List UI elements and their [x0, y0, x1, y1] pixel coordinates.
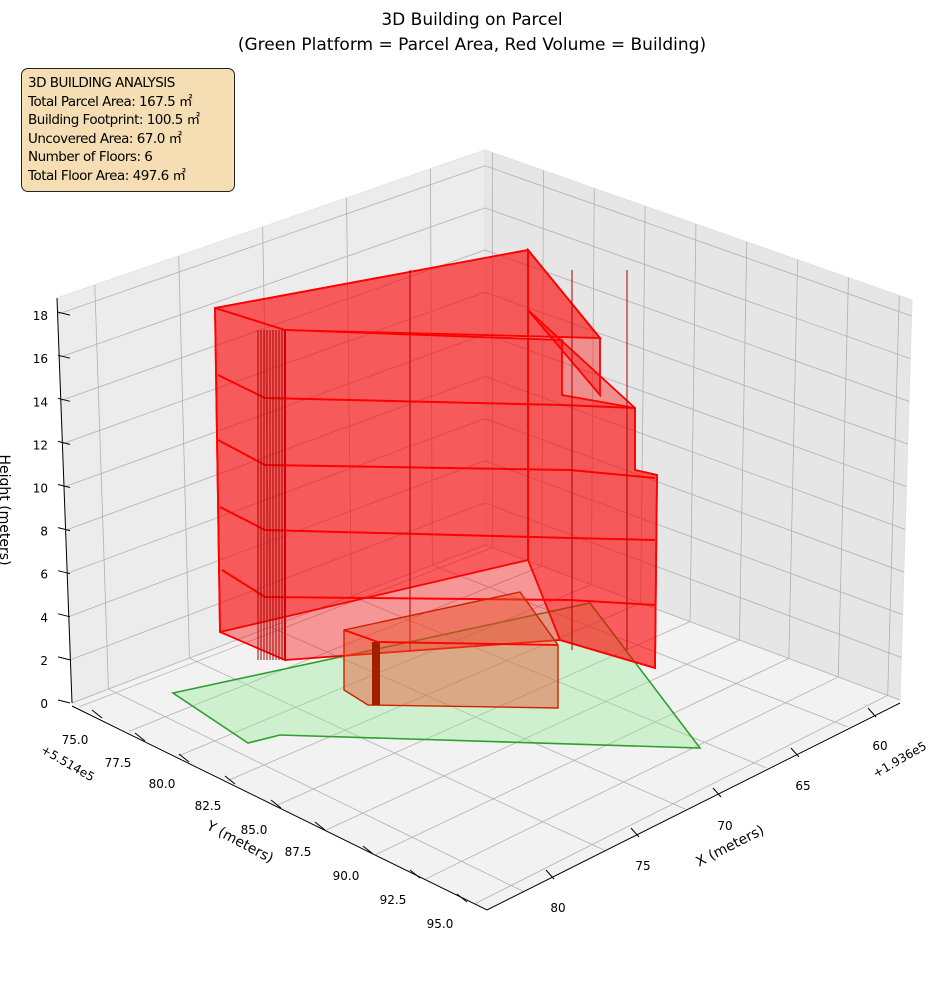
z-tick — [57, 354, 71, 359]
y-tick-label: 80.0 — [149, 777, 176, 791]
y-tick — [456, 893, 468, 903]
z-tick-label: 4 — [40, 611, 48, 625]
y-tick — [134, 732, 146, 742]
z-gridline — [65, 376, 906, 531]
z-tick-label: 6 — [40, 568, 48, 582]
z-axis-label: Height (meters) — [0, 454, 12, 565]
z-tick — [57, 527, 71, 532]
z-gridline — [71, 544, 901, 704]
z-tick-label: 2 — [40, 654, 48, 668]
info-line: Building Footprint: 100.5 ㎡ — [28, 112, 200, 129]
y-gridline — [178, 188, 595, 757]
parcel-platform — [170, 602, 702, 749]
y-tick — [91, 709, 103, 719]
x-tick-label: 75 — [635, 859, 650, 873]
building-face — [284, 329, 658, 670]
z-tick-label: 14 — [33, 395, 48, 409]
z-tick — [57, 440, 71, 445]
info-title: 3D BUILDING ANALYSIS — [28, 75, 175, 91]
info-line: Total Floor Area: 497.6 ㎡ — [28, 167, 186, 184]
info-line: Number of Floors: 6 — [28, 149, 153, 166]
x-tick-label: 80 — [550, 901, 565, 915]
z-tick — [57, 397, 71, 402]
y-gridline — [425, 277, 849, 880]
y-gridline — [375, 259, 799, 855]
y-tick-label: 92.5 — [380, 893, 407, 907]
z-gridline — [67, 418, 904, 574]
y-tick-label: 82.5 — [195, 799, 222, 813]
y-gridline — [227, 206, 646, 781]
z-gridline — [57, 165, 912, 317]
y-tick — [409, 869, 421, 879]
x-tick-label: 60 — [872, 739, 887, 753]
y-gridline — [474, 295, 900, 905]
info-line: Uncovered Area: 67.0 ㎡ — [28, 130, 182, 147]
y-tick-label: 77.5 — [105, 756, 132, 770]
x-tick — [630, 827, 640, 838]
x-tick — [867, 707, 877, 718]
z-gridline — [59, 207, 911, 360]
y-tick — [270, 799, 282, 809]
x-gridline — [346, 197, 767, 769]
analysis-info-box: 3D BUILDING ANALYSIS Total Parcel Area: … — [21, 68, 235, 192]
y-gridline — [276, 224, 697, 806]
y-tick — [362, 845, 374, 855]
z-tick-label: 12 — [33, 438, 48, 452]
y-tick-label: 90.0 — [333, 869, 360, 883]
y-gridline — [326, 241, 748, 831]
y-tick — [224, 775, 236, 785]
x-gridline — [430, 168, 848, 728]
floor-line — [221, 569, 656, 606]
x-gridline — [178, 255, 605, 851]
z-tick — [57, 570, 71, 575]
y-tick-label: 95.0 — [427, 917, 454, 931]
z-tick — [57, 656, 71, 661]
z-gridline — [68, 460, 903, 617]
z-tick — [57, 699, 71, 704]
x-gridline — [94, 284, 524, 892]
y-tick — [314, 821, 326, 831]
y-gridline — [128, 170, 544, 732]
y-gridline — [79, 152, 494, 708]
info-line: Total Parcel Area: 167.5 ㎡ — [28, 93, 193, 110]
x-tick — [790, 747, 800, 758]
y-tick-label: 75.0 — [62, 733, 89, 747]
z-gridline — [70, 502, 902, 661]
x-tick — [545, 869, 555, 880]
z-tick-label: 0 — [40, 697, 48, 711]
building-annex-edge — [372, 642, 380, 705]
z-tick — [57, 613, 71, 618]
z-gridline — [60, 249, 910, 402]
chart-subtitle: (Green Platform = Parcel Area, Red Volum… — [238, 35, 706, 55]
x-tick — [712, 787, 722, 798]
chart-title: 3D Building on Parcel — [381, 10, 562, 30]
y-tick-label: 85.0 — [241, 823, 268, 837]
y-tick — [178, 753, 190, 763]
z-axis-line — [56, 297, 73, 704]
z-tick — [57, 484, 71, 488]
z-tick-label: 10 — [33, 482, 48, 496]
z-gridline — [62, 291, 908, 445]
z-tick-label: 18 — [33, 309, 48, 323]
y-tick-label: 87.5 — [285, 845, 312, 859]
y-offset-label: +5.514e5 — [39, 742, 97, 784]
x-tick-label: 70 — [717, 819, 732, 833]
x-tick-label: 65 — [795, 779, 810, 793]
xy-axis-line — [71, 702, 901, 911]
z-tick-label: 16 — [33, 352, 48, 366]
z-tick — [57, 311, 71, 316]
floor-line — [217, 439, 656, 479]
z-tick-label: 8 — [40, 525, 48, 539]
building-face — [214, 249, 602, 339]
floor-line — [217, 374, 636, 409]
floor-line — [219, 506, 656, 541]
building-annex — [343, 591, 559, 709]
